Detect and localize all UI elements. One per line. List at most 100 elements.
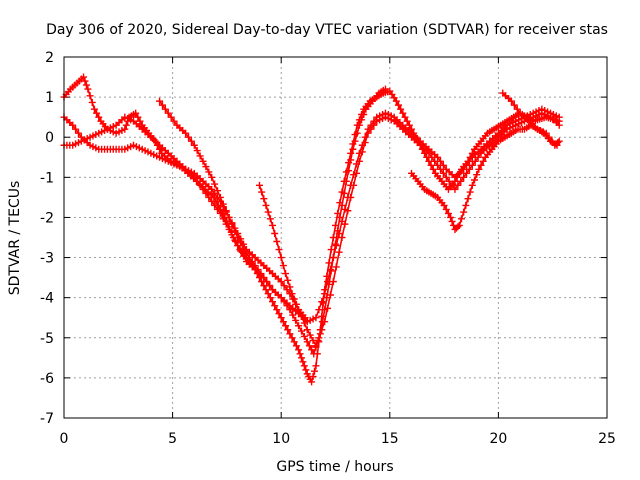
data-point [263,278,271,286]
data-point [444,209,452,217]
data-point [335,248,343,256]
data-point [455,221,463,229]
data-point [279,318,287,326]
data-point [345,167,353,175]
data-point [121,125,129,133]
data-point [257,270,265,278]
data-point [471,176,479,184]
data-point [245,254,253,262]
data-point [358,141,366,149]
y-tick-label: -1 [40,170,54,186]
series-3 [156,85,389,358]
data-point [439,169,447,177]
data-point [361,133,369,141]
data-point [464,195,472,203]
data-point [277,254,285,262]
data-point [316,330,324,338]
data-point [303,338,311,346]
data-point [479,157,487,165]
data-point [196,152,204,160]
axis-ticks: 0 5 10 15 20 25 -7 -6 -5 -4 -3 -2 -1 0 1 2 [40,50,616,447]
data-point [296,350,304,358]
data-point [554,139,562,147]
data-point [442,205,450,213]
data-point [290,295,298,303]
data-point [297,354,305,362]
data-point [199,157,207,165]
data-point [72,125,80,133]
data-point [289,311,297,319]
data-point [326,291,334,299]
y-tick-label: 2 [45,50,54,66]
data-point [332,240,339,248]
data-point [248,258,256,266]
data-point [314,336,322,344]
data-point [251,262,259,270]
data-point [342,177,350,185]
data-point [286,330,294,338]
data-point [364,125,372,133]
data-point [211,201,219,209]
data-point [219,215,227,223]
data-point [447,213,455,221]
data-point [81,77,89,85]
data-point [295,346,303,354]
data-point [216,193,224,201]
data-point [170,117,178,125]
y-tick-label: -4 [40,291,54,307]
series-line [158,88,386,355]
data-point [208,173,216,181]
data-point [318,318,326,326]
data-point [427,161,435,169]
data-point [436,157,444,165]
y-tick-label: -6 [40,371,54,387]
data-point [93,109,101,117]
y-tick-label: 0 [45,130,54,146]
data-point [190,141,198,149]
data-point [434,153,442,161]
data-point [463,161,471,169]
plot-frame [63,56,608,419]
data-point [358,116,366,124]
data-point [277,314,285,322]
data-point [392,97,400,105]
data-point [95,113,103,121]
y-tick-label: -5 [40,331,54,347]
data-point [350,171,358,179]
data-point [329,254,337,262]
data-point [225,225,233,233]
data-point [351,137,359,145]
data-point [308,346,316,354]
series-line [64,108,560,323]
data-point [323,294,331,302]
data-point [300,362,308,370]
data-point [463,169,471,177]
data-point [86,92,94,100]
data-point [462,201,470,209]
data-point [405,121,413,129]
data-point [302,366,310,374]
data-point [237,239,245,247]
data-point [213,187,221,195]
data-point [205,168,213,176]
data-point [457,215,465,223]
data-point [264,208,272,216]
data-point [439,161,447,169]
data-point [275,246,283,254]
data-point [336,213,344,221]
data-point [347,156,355,164]
data-point [286,283,294,291]
data-point [269,221,277,229]
x-tick-label: 5 [168,431,177,447]
data-point [132,109,140,117]
data-point [219,200,227,208]
data-point [332,263,340,271]
data-point [301,314,309,322]
data-point [311,367,319,375]
data-point [327,246,335,254]
data-point [156,97,164,105]
data-point [80,73,88,81]
data-point [448,217,456,225]
data-point [349,145,357,153]
